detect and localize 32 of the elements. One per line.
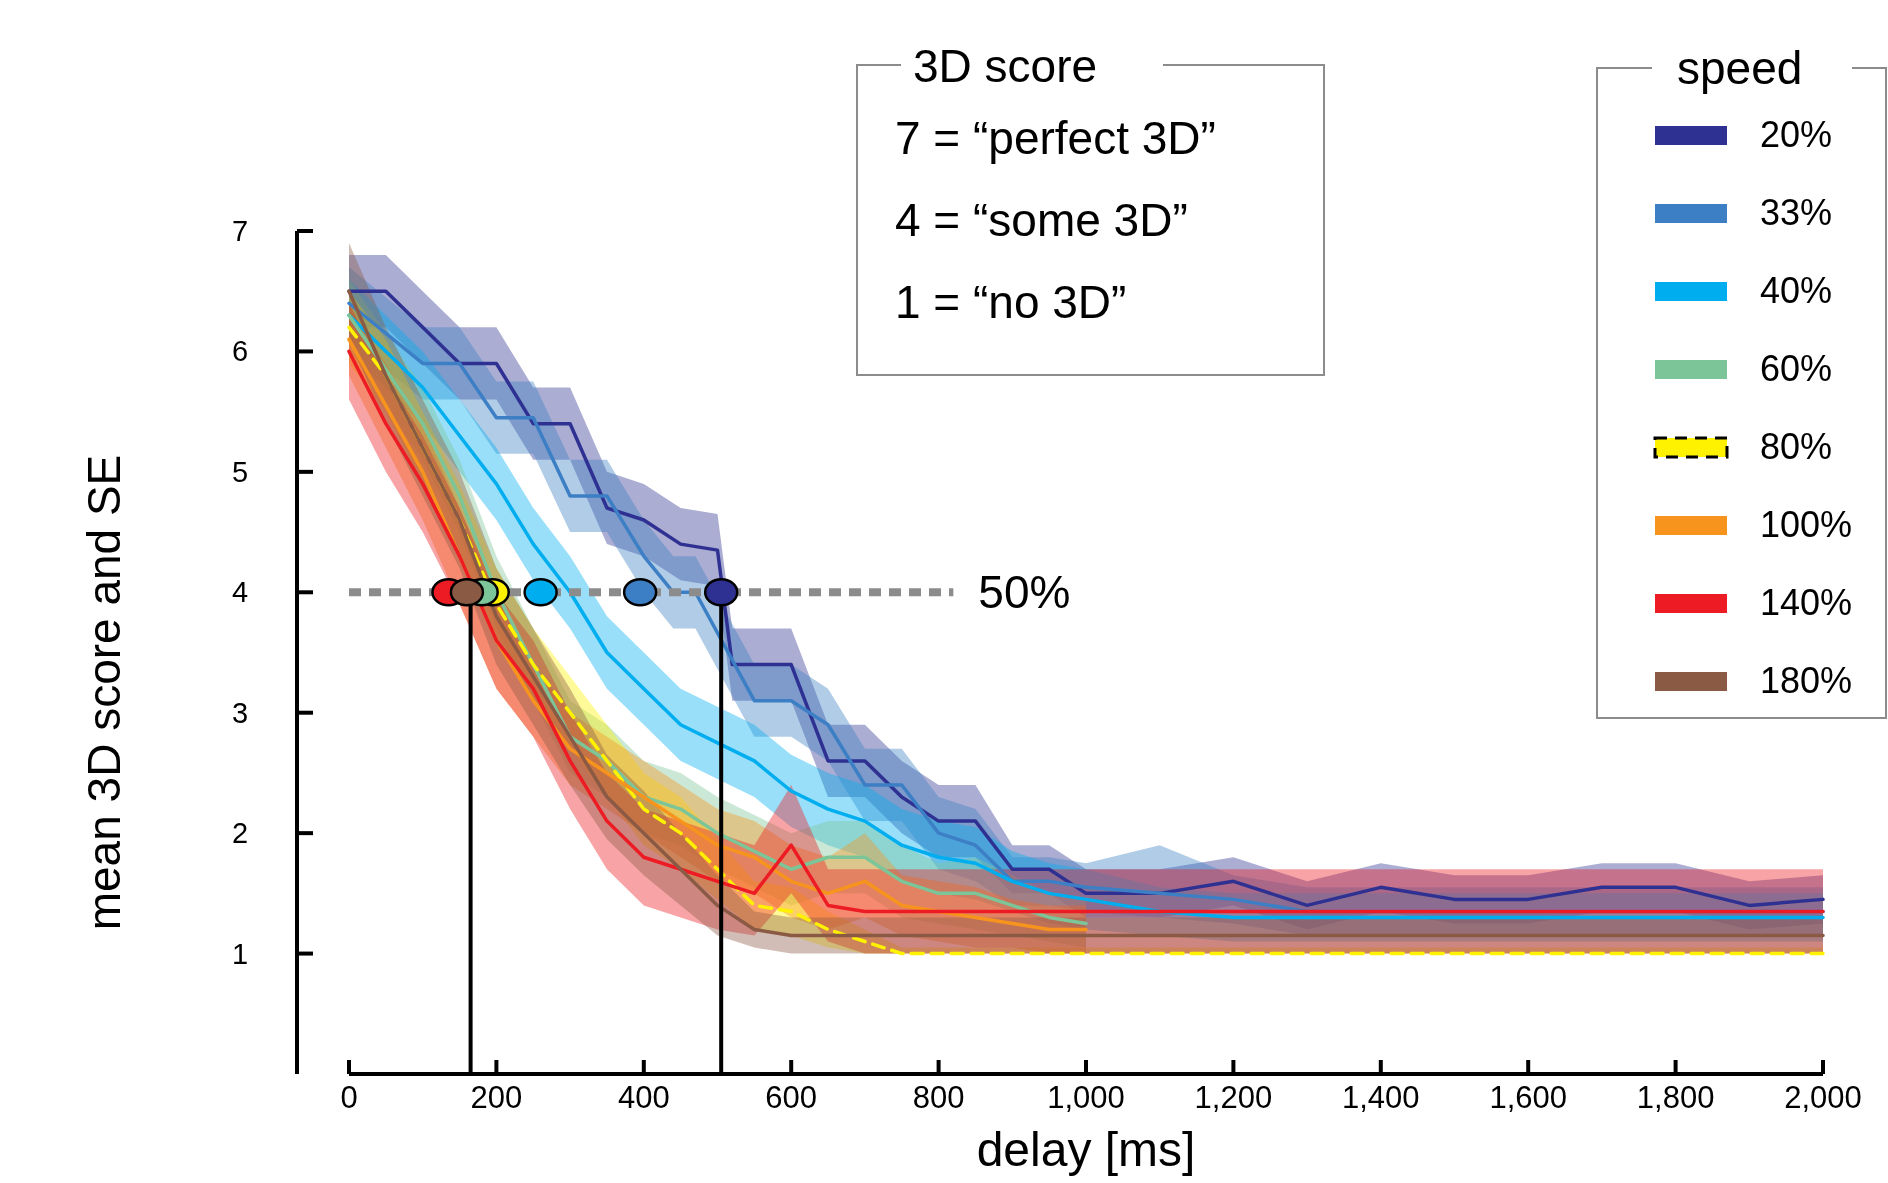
x-tick-label: 600 <box>765 1080 818 1115</box>
x-tick-label: 1,800 <box>1636 1080 1715 1115</box>
legend-label: 33% <box>1760 191 1833 233</box>
legend-label: 60% <box>1760 347 1833 389</box>
legend-label: 80% <box>1760 425 1833 467</box>
legend-label: 20% <box>1760 113 1833 155</box>
legend-label: 40% <box>1760 269 1833 311</box>
x-tick-label: 1,400 <box>1342 1080 1420 1115</box>
legend-title: speed <box>1677 42 1803 94</box>
y-tick-label: 5 <box>231 455 249 488</box>
x-tick-label: 1,200 <box>1194 1080 1273 1115</box>
x-tick-label: 400 <box>617 1080 670 1115</box>
annotation: 4 = “some 3D” <box>895 194 1188 246</box>
x-axis-title: delay [ms] <box>976 1123 1196 1176</box>
y-tick-label: 7 <box>231 215 249 247</box>
y-tick-label: 3 <box>231 696 249 729</box>
x-tick-label: 2,000 <box>1784 1080 1862 1115</box>
annotation: 1 = “no 3D” <box>895 276 1127 328</box>
legend-label: 140% <box>1760 581 1853 623</box>
x-tick-label: 200 <box>470 1080 523 1115</box>
y-tick-label: 4 <box>231 576 249 609</box>
y-tick-label: 6 <box>231 335 249 368</box>
y-axis-title: mean 3D score and SE <box>78 454 130 931</box>
legend-label: 100% <box>1760 503 1853 545</box>
x-tick-label: 1,000 <box>1047 1080 1125 1115</box>
x-tick-label: 800 <box>912 1080 965 1115</box>
x-tick-label: 1,600 <box>1489 1080 1567 1115</box>
y-tick-label: 2 <box>231 817 249 850</box>
y-tick-label: 1 <box>231 937 249 970</box>
legend-label: 180% <box>1760 659 1853 701</box>
x-tick-label: 0 <box>340 1080 358 1115</box>
annotation: 50% <box>978 566 1071 619</box>
